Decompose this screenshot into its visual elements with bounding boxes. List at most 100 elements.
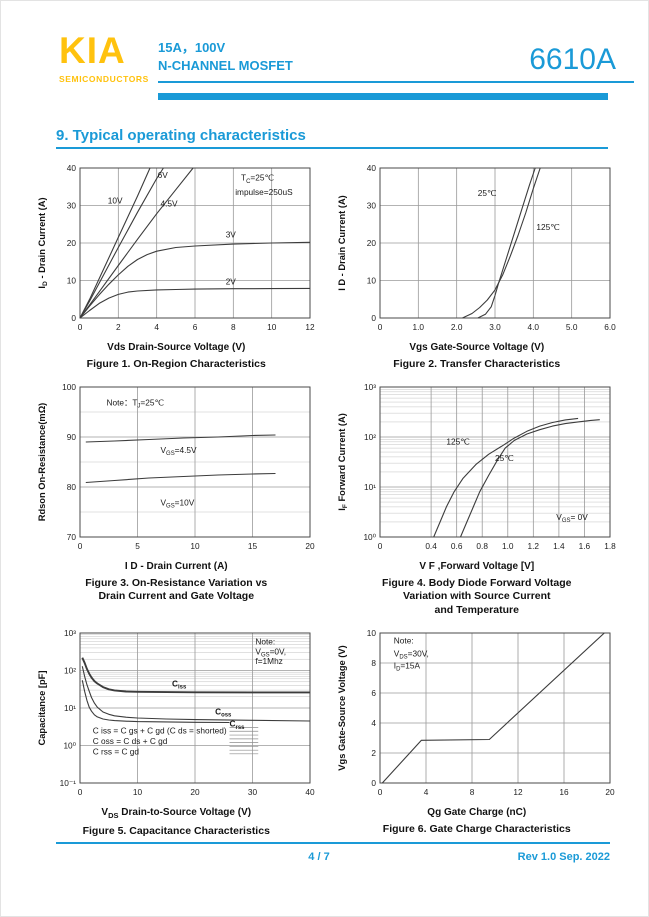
curve-label: VGS= 0V <box>557 512 589 524</box>
series-curve <box>85 434 276 443</box>
curve-label: VGS=0V, <box>255 646 286 658</box>
y-tick-label: 4 <box>372 718 377 728</box>
x-tick-label: 10 <box>133 787 143 797</box>
x-tick-label: 3.0 <box>489 322 501 332</box>
x-tick-label: 6 <box>192 322 197 332</box>
y-tick-label: 80 <box>67 482 77 492</box>
figure-5-x-axis-label: VDS Drain-to-Source Voltage (V) <box>101 806 252 820</box>
curve-label: ID=15A <box>394 660 421 672</box>
y-tick-label: 100 <box>62 382 76 392</box>
y-tick-label: 10⁻¹ <box>59 778 76 788</box>
x-tick-label: 20 <box>606 787 616 797</box>
kia-logo: KIA SEMICONDUCTORS <box>59 30 149 84</box>
revision-label: Rev 1.0 Sep. 2022 <box>517 851 610 863</box>
curve-label: Coss <box>215 706 232 718</box>
plot-border <box>79 167 311 319</box>
figure-1-chart: 10V 6V 4.5V 3V 2V TC=25℃ impulse=250uS 0 2 4 6 8 10 1… <box>37 163 315 332</box>
figure-5: Note: VGS=0V, f=1Mhz Ciss Coss Crss C iss = C … <box>29 626 324 839</box>
figure-2-x-axis-label: Vgs Gate-Source Voltage (V) <box>409 342 545 353</box>
figure-3: Note：TJ=25℃ VGS=4.5V VGS=10V 0 5 10 15 20 70 80 90… <box>29 380 324 618</box>
header-thin-rule <box>158 81 634 83</box>
figure-4: 125℃ 25℃ VGS= 0V 0 0.4 0.6 0.8 1.0 1.2 1.4 1.6 1.8 1… <box>330 380 625 618</box>
x-tick-label: 0.8 <box>477 541 489 551</box>
figure-4-x-axis-label: V F ,Forward Voltage [V] <box>419 560 535 572</box>
y-tick-label: 10⁰ <box>364 532 377 542</box>
curve-label: 125℃ <box>537 222 560 232</box>
y-tick-label: 10⁰ <box>63 740 76 750</box>
x-tick-label: 30 <box>248 787 258 797</box>
x-tick-label: 15 <box>248 541 258 551</box>
x-tick-label: 0 <box>378 322 383 332</box>
x-tick-label: 0 <box>77 322 82 332</box>
device-type: N-CHANNEL MOSFET <box>158 58 293 73</box>
x-tick-label: 1.0 <box>502 541 514 551</box>
figure-4-chart: 125℃ 25℃ VGS= 0V 0 0.4 0.6 0.8 1.0 1.2 1.4 1.6 1.8 1… <box>337 382 616 551</box>
x-tick-label: 0 <box>378 787 383 797</box>
x-tick-label: 1.2 <box>528 541 540 551</box>
x-tick-label: 2.0 <box>451 322 463 332</box>
logo-text: KIA <box>59 30 126 71</box>
figure-4-caption: Figure 4. Body Diode Forward Voltage Var… <box>382 576 572 616</box>
figure-6: Note: VDS=30V, ID=15A 0 4 8 12 16 20 0 2 4 6 8 10 Vgs G… <box>330 626 625 839</box>
y-tick-label: 90 <box>67 432 77 442</box>
y-tick-label: 30 <box>67 201 77 211</box>
curve-label: 4.5V <box>160 198 178 208</box>
y-axis-title: ID - Drain Current (A) <box>37 197 49 288</box>
section-heading: 9. Typical operating characteristics <box>56 127 608 149</box>
curve-label: 10V <box>108 196 123 206</box>
curve-label: Note：TJ=25℃ <box>106 397 163 409</box>
y-axis-title: Vgs Gate-Source Voltage (V) <box>337 645 347 770</box>
series-curve <box>79 241 310 319</box>
figure-1: 10V 6V 4.5V 3V 2V TC=25℃ impulse=250uS 0 2 4 6 8 10 1… <box>29 161 324 372</box>
series-curve <box>79 287 310 319</box>
series-curve <box>477 167 536 319</box>
y-tick-label: 10 <box>67 276 77 286</box>
x-tick-label: 1.6 <box>579 541 591 551</box>
x-tick-label: 1.8 <box>604 541 616 551</box>
part-number: 6610A <box>529 43 616 76</box>
curve-label: TC=25℃ <box>241 173 274 185</box>
y-tick-label: 10 <box>367 276 377 286</box>
figure-1-x-axis-label: Vds Drain-Source Voltage (V) <box>107 342 246 353</box>
figure-3-chart: Note：TJ=25℃ VGS=4.5V VGS=10V 0 5 10 15 20 70 80 90… <box>37 382 315 551</box>
y-tick-label: 2 <box>372 748 377 758</box>
series-curve <box>85 472 276 483</box>
x-tick-label: 0 <box>77 787 82 797</box>
curve-label: 2V <box>225 276 236 286</box>
y-axis-title: Capacitance [pF] <box>37 670 47 745</box>
y-tick-label: 8 <box>372 658 377 668</box>
y-tick-label: 40 <box>367 163 377 173</box>
curve-label: 25℃ <box>495 453 514 463</box>
x-tick-label: 5 <box>135 541 140 551</box>
y-axis-title: IF Forward Current (A) <box>337 413 349 511</box>
curve-label: 3V <box>225 229 236 239</box>
x-tick-label: 8 <box>470 787 475 797</box>
series-curve <box>81 656 310 693</box>
curve-label: 25℃ <box>478 188 497 198</box>
series-curve <box>382 632 605 783</box>
y-tick-label: 10² <box>364 432 376 442</box>
plot-border <box>379 386 611 538</box>
x-tick-label: 6.0 <box>604 322 616 332</box>
x-tick-label: 0.6 <box>451 541 463 551</box>
header-accent-bar <box>158 93 608 100</box>
x-tick-label: 1.0 <box>413 322 425 332</box>
figures-grid: 10V 6V 4.5V 3V 2V TC=25℃ impulse=250uS 0 2 4 6 8 10 1… <box>1 159 648 838</box>
plot-border <box>379 167 611 319</box>
page-footer: 4 / 7 Rev 1.0 Sep. 2022 <box>56 842 610 863</box>
x-tick-label: 4 <box>154 322 159 332</box>
page-header: KIA SEMICONDUCTORS 15A，100V N-CHANNEL MO… <box>1 1 648 109</box>
x-tick-label: 0 <box>378 541 383 551</box>
curve-label: VGS=4.5V <box>160 445 197 457</box>
curve-label: Crss <box>229 718 245 730</box>
y-tick-label: 20 <box>367 238 377 248</box>
y-axis-title: I D - Drain Current (A) <box>337 195 347 291</box>
x-tick-label: 8 <box>231 322 236 332</box>
curve-label: 6V <box>157 170 168 180</box>
x-tick-label: 1.4 <box>553 541 565 551</box>
y-tick-label: 0 <box>372 778 377 788</box>
series-curve <box>79 167 194 319</box>
device-rating: 15A，100V <box>158 40 226 55</box>
y-tick-label: 0 <box>372 313 377 323</box>
